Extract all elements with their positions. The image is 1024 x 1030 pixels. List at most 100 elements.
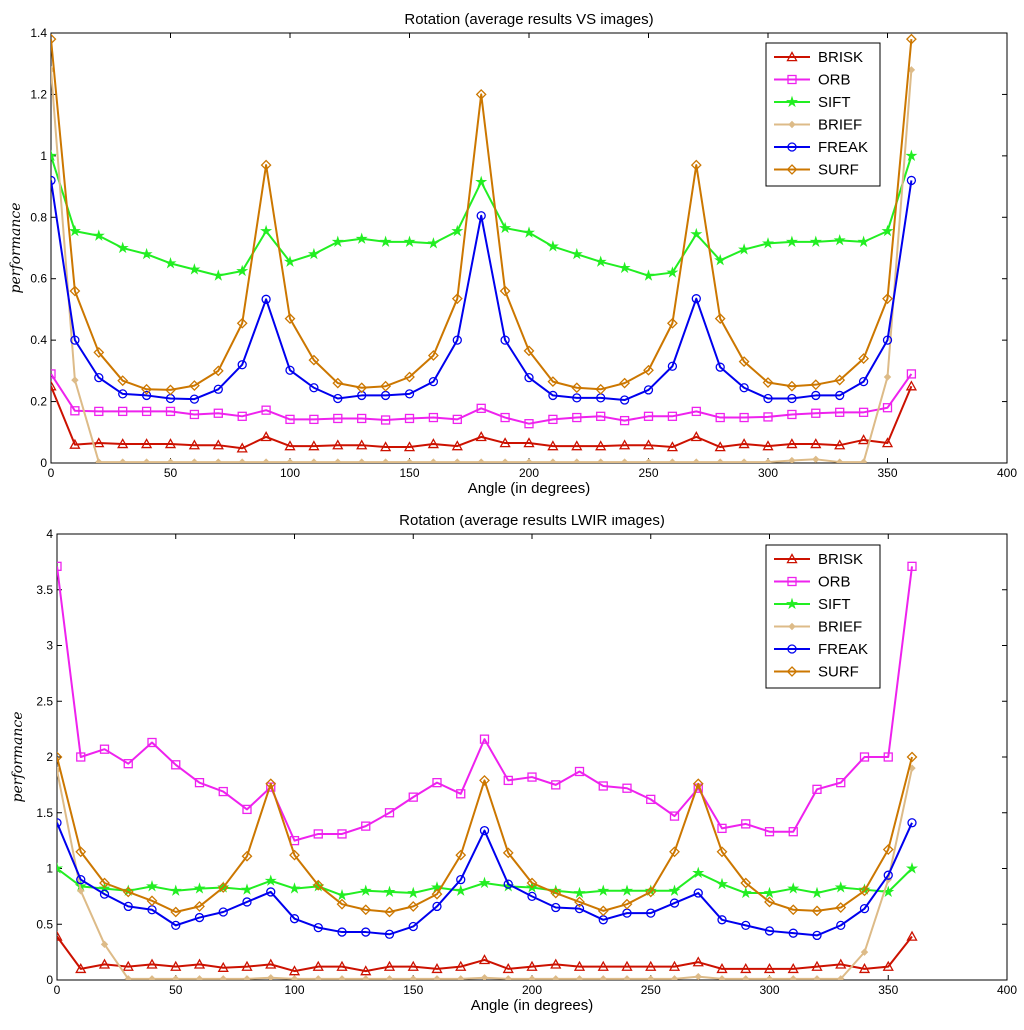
data-point-surf (692, 778, 704, 790)
x-tick-label: 200 (522, 983, 542, 997)
x-tick-label: 250 (638, 466, 658, 480)
data-point-freak (118, 389, 128, 399)
series-brief (51, 66, 916, 463)
data-point-orb (165, 406, 176, 417)
data-point-surf (764, 896, 775, 908)
data-point-brisk (786, 438, 798, 449)
data-point-sift (834, 881, 847, 893)
data-point-brisk (666, 441, 679, 452)
legend-box (765, 544, 881, 689)
data-point-freak (882, 335, 893, 345)
data-point-sift (809, 235, 822, 247)
data-point-freak (289, 914, 300, 924)
data-point-orb (717, 823, 727, 834)
data-point-orb (527, 772, 537, 782)
data-point-brief (528, 975, 536, 980)
series-brisk (51, 380, 918, 453)
data-point-brief (166, 458, 175, 463)
data-point-freak (693, 888, 703, 898)
data-point-brief (504, 975, 512, 980)
data-point-sift (810, 886, 824, 899)
data-point-sift (570, 247, 583, 260)
legend-marker (785, 597, 799, 610)
data-point-sift (454, 884, 467, 896)
x-tick-label: 400 (997, 983, 1017, 997)
series-line-surf (51, 39, 913, 391)
data-point-brisk (571, 440, 583, 451)
data-point-freak (479, 825, 490, 836)
data-point-surf (99, 877, 110, 889)
data-point-brisk (146, 958, 158, 969)
data-point-brief (573, 458, 581, 463)
data-point-orb (476, 403, 486, 413)
data-point-freak (123, 901, 133, 912)
data-point-brisk (547, 440, 559, 451)
data-point-surf (762, 377, 774, 388)
y-tick-label: 0.8 (30, 210, 47, 224)
data-point-brief (477, 458, 485, 463)
data-point-freak (836, 920, 846, 931)
data-point-brisk (51, 380, 57, 391)
x-tick-label: 350 (878, 983, 898, 997)
data-point-brisk (236, 442, 248, 453)
data-point-freak (337, 927, 347, 937)
data-point-freak (171, 920, 181, 931)
data-point-surf (308, 354, 320, 366)
data-point-brief (95, 458, 103, 463)
data-point-orb (118, 406, 128, 417)
data-point-brief (433, 975, 441, 980)
data-point-sift (164, 257, 177, 269)
legend-label: BRISK (818, 49, 863, 66)
data-point-sift (116, 241, 129, 254)
data-point-freak (812, 930, 822, 941)
x-tick-label: 150 (403, 983, 423, 997)
data-point-sift (833, 234, 846, 246)
data-point-surf (51, 33, 57, 45)
data-point-orb (408, 792, 418, 802)
data-point-orb (237, 411, 247, 421)
data-point-freak (859, 903, 870, 914)
data-point-orb (812, 784, 822, 794)
data-point-orb (503, 775, 513, 786)
legend-box (765, 42, 881, 187)
data-point-orb (70, 406, 80, 416)
series-freak (57, 818, 917, 941)
x-tick-label: 200 (519, 466, 539, 480)
data-point-brisk (122, 960, 134, 971)
data-point-brief (57, 766, 61, 775)
data-point-brisk (356, 439, 368, 450)
data-point-freak (527, 891, 537, 902)
data-point-orb (572, 412, 582, 423)
data-point-brief (692, 458, 701, 463)
data-point-sift (57, 862, 64, 874)
series-line-brisk (51, 385, 913, 450)
x-axis-label: Angle (in degrees) (468, 480, 591, 497)
data-point-brisk (668, 960, 681, 971)
x-tick-label: 150 (399, 466, 419, 480)
data-point-brief (243, 975, 251, 980)
data-point-brief (100, 940, 109, 949)
data-point-orb (741, 819, 751, 829)
data-point-surf (451, 293, 463, 305)
series-brisk (57, 930, 918, 976)
data-point-sift (335, 888, 349, 901)
data-point-surf (69, 285, 81, 297)
data-point-surf (523, 345, 535, 357)
x-tick-label: 400 (997, 466, 1017, 480)
data-point-brisk (499, 437, 511, 448)
data-point-brisk (690, 431, 702, 442)
data-point-sift (714, 253, 727, 266)
data-point-orb (739, 412, 749, 423)
series-sift (51, 149, 918, 281)
data-point-brief (623, 975, 631, 980)
data-point-brief (765, 975, 774, 980)
data-point-brief (405, 458, 414, 463)
data-point-brief (357, 458, 366, 463)
x-tick-label: 300 (759, 983, 779, 997)
data-point-surf (475, 89, 487, 100)
data-point-brief (596, 458, 605, 463)
data-point-surf (431, 888, 443, 900)
data-point-brisk (336, 960, 348, 971)
data-point-surf (57, 751, 63, 763)
data-point-brisk (642, 439, 655, 450)
